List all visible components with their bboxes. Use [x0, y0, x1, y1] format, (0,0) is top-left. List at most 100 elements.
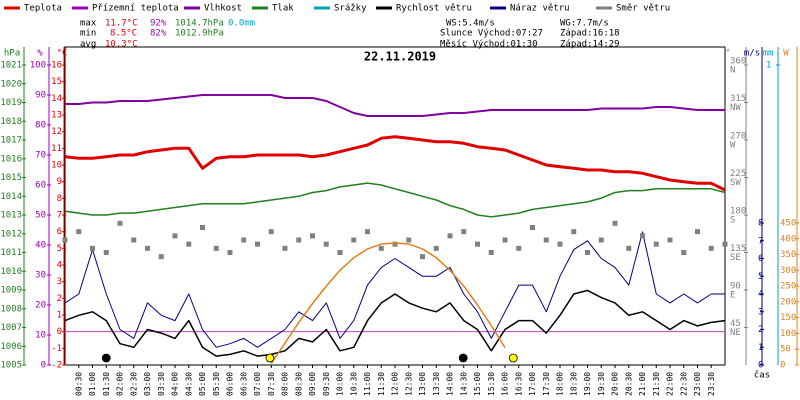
x-tick-label: 21:30 [652, 372, 661, 396]
axis-unit: hPa [4, 49, 20, 59]
x-tick-label: 13:00 [418, 372, 427, 396]
direction-point [378, 245, 384, 251]
x-tick-label: 10:00 [336, 372, 345, 396]
x-tick-label: 20:00 [611, 372, 620, 396]
x-axis-label: čas [754, 370, 770, 381]
y-tick-label: 7 [758, 236, 763, 246]
moon-event [101, 353, 111, 363]
y-tick-label: 30 [35, 271, 46, 281]
y-tick-label: 350 [780, 250, 796, 260]
direction-point [213, 245, 219, 251]
direction-point [172, 233, 178, 239]
chart-title: 22.11.2019 [364, 50, 436, 64]
annotation: 1014.7hPa [175, 19, 224, 29]
direction-point [475, 241, 480, 247]
axis-unit: W [783, 49, 789, 59]
x-tick-label: 03:30 [157, 372, 166, 396]
y-tick-label: 150 [780, 313, 796, 323]
direction-point [502, 237, 508, 243]
y-tick-label: 11 [51, 144, 62, 154]
y-tick-label: 3 [758, 307, 763, 317]
direction-point [516, 245, 522, 251]
y-tick-label: 1 [766, 61, 771, 71]
y-tick-label: S [730, 216, 735, 226]
y-tick-label: 70 [35, 151, 46, 161]
axis-unit: ° [725, 49, 730, 59]
y-tick-label: 1020 [0, 79, 22, 89]
axis-unit: % [37, 49, 43, 59]
y-tick-label: 80 [35, 121, 46, 131]
y-tick-label: 315 [730, 94, 746, 104]
y-tick-label: 1017 [0, 136, 22, 146]
direction-point [227, 250, 233, 255]
series-line [270, 242, 506, 364]
annotation: Západ:14:29 [560, 40, 620, 50]
direction-point [585, 250, 590, 255]
y-tick-label: 1019 [0, 98, 22, 108]
y-tick-label: 9 [57, 177, 62, 187]
x-tick-label: 09:00 [308, 372, 317, 396]
y-tick-label: 12 [51, 127, 62, 137]
moon-event [458, 353, 468, 363]
y-tick-label: 4 [57, 261, 62, 271]
direction-point [557, 241, 563, 247]
series-line [64, 289, 726, 357]
y-tick-label: 6 [758, 254, 763, 264]
y-tick-label: 1007 [0, 323, 22, 333]
y-tick-label: 300 [780, 266, 796, 276]
y-tick-label: -2 [51, 361, 62, 371]
x-tick-label: 18:30 [569, 372, 578, 396]
annotation: 82% [150, 29, 167, 39]
y-tick-label: 1 [57, 311, 62, 321]
annotation: 0.0mm [228, 19, 255, 29]
direction-point [200, 225, 205, 230]
direction-point [145, 245, 150, 251]
y-tick-label: 15 [51, 77, 62, 87]
y-tick-label: 8 [758, 219, 763, 229]
y-tick-label: 100 [780, 329, 796, 339]
direction-point [241, 237, 247, 243]
x-tick-label: 06:00 [226, 372, 235, 396]
direction-point [282, 245, 288, 251]
direction-point [543, 237, 549, 243]
direction-point [103, 250, 109, 255]
y-tick-label: 1 [758, 343, 763, 353]
x-tick-label: 01:30 [102, 372, 111, 396]
y-tick-label: 4 [758, 290, 763, 300]
direction-point [76, 229, 82, 235]
direction-point [392, 241, 398, 247]
direction-point [598, 237, 604, 243]
annotation: max [80, 19, 97, 29]
x-tick-label: 18:00 [556, 372, 565, 396]
y-tick-label: 1011 [0, 248, 22, 258]
y-tick-label: 10 [35, 331, 46, 341]
y-tick-label: W [730, 141, 736, 151]
y-tick-label: -1 [51, 344, 62, 354]
y-tick-label: 13 [51, 111, 62, 121]
annotation: avg [80, 40, 96, 50]
y-tick-label: 40 [35, 241, 46, 251]
annotation: WS:5.4m/s [446, 19, 495, 29]
y-tick-label: 450 [780, 219, 796, 229]
legend-label: Směr větru [616, 4, 670, 14]
direction-point [296, 237, 302, 243]
y-tick-label: 135 [730, 244, 746, 254]
x-tick-label: 05:00 [198, 372, 207, 396]
y-tick-label: 8 [57, 194, 62, 204]
x-tick-label: 08:00 [281, 372, 290, 396]
legend-label: Rychlost větru [396, 4, 472, 14]
y-tick-label: 2 [758, 325, 763, 335]
y-tick-label: 1005 [0, 361, 22, 371]
series-line [65, 94, 725, 117]
y-tick-label: 0 [758, 361, 763, 371]
y-tick-label: 90 [35, 91, 46, 101]
sun-event [508, 353, 518, 363]
y-tick-label: 50 [35, 211, 46, 221]
legend-label: Tlak [272, 4, 294, 14]
y-tick-label: 10 [51, 161, 62, 171]
series-line [64, 135, 726, 192]
y-tick-label: 100 [30, 61, 46, 71]
annotation: 8.5°C [110, 29, 137, 39]
